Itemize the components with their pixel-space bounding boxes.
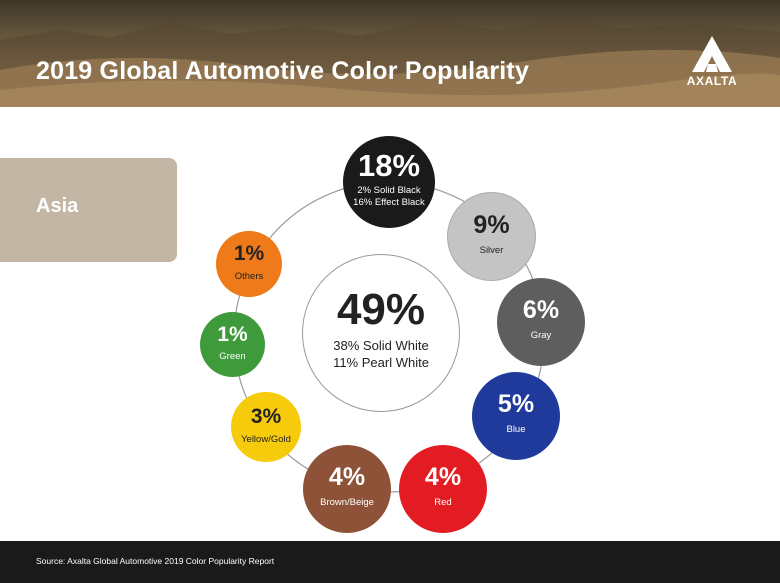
black-percent: 18% [357, 148, 421, 183]
yellow-gold-label: Yellow/Gold [241, 434, 291, 445]
others-label: Others [234, 271, 264, 282]
logo-wordmark: AXALTA [686, 74, 738, 88]
gray-percent: 6% [522, 296, 560, 324]
footer-bar: Source: Axalta Global Automotive 2019 Co… [0, 541, 780, 583]
white-percent: 49% [336, 285, 426, 334]
black-solid-label: 2% Solid Black [357, 185, 421, 196]
brown-beige-label: Brown/Beige [320, 497, 374, 508]
green-bubble: 1% Green [200, 312, 265, 377]
region-tab: Asia [0, 158, 177, 262]
yellow-gold-percent: 3% [250, 405, 282, 428]
black-bubble: 18% 2% Solid Black 16% Effect Black [343, 136, 435, 228]
axalta-logo: AXALTA [672, 36, 752, 94]
black-effect-label: 16% Effect Black [353, 197, 425, 208]
silver-percent: 9% [473, 211, 510, 239]
blue-label: Blue [506, 424, 526, 435]
white-pearl-label: 11% Pearl White [333, 355, 429, 370]
red-bubble: 4% Red [399, 445, 487, 533]
brown-beige-bubble: 4% Brown/Beige [303, 445, 391, 533]
gray-label: Gray [530, 330, 552, 341]
white-center-bubble: 49% 38% Solid White 11% Pearl White [302, 254, 460, 412]
silver-bubble: 9% Silver [447, 192, 536, 281]
blue-percent: 5% [497, 390, 535, 418]
brown-beige-percent: 4% [328, 463, 366, 491]
desert-dunes-image [0, 18, 780, 107]
red-label: Red [434, 497, 452, 508]
green-label: Green [219, 351, 246, 362]
page-title: 2019 Global Automotive Color Popularity [36, 57, 530, 85]
green-percent: 1% [217, 323, 248, 346]
others-percent: 1% [233, 242, 265, 265]
gray-bubble: 6% Gray [497, 278, 585, 366]
yellow-gold-bubble: 3% Yellow/Gold [231, 392, 301, 462]
red-percent: 4% [424, 463, 462, 491]
silver-label: Silver [479, 245, 504, 256]
others-bubble: 1% Others [216, 231, 282, 297]
header-banner: 2019 Global Automotive Color Popularity … [0, 0, 780, 107]
blue-bubble: 5% Blue [472, 372, 560, 460]
region-label: Asia [36, 195, 79, 217]
axalta-logo-icon [692, 36, 732, 72]
source-note: Source: Axalta Global Automotive 2019 Co… [36, 556, 275, 566]
white-solid-label: 38% Solid White [333, 338, 429, 353]
